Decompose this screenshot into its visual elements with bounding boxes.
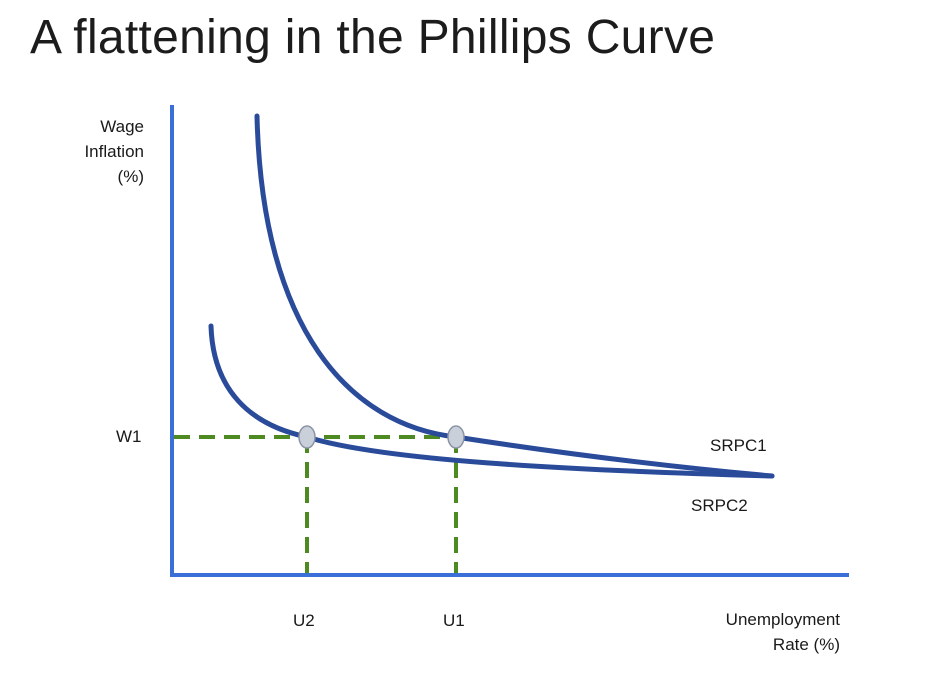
u2-label: U2	[293, 611, 315, 630]
srpc2-curve	[208, 323, 775, 479]
y-axis-label-line: (%)	[117, 167, 144, 186]
slide-title: A flattening in the Phillips Curve	[30, 11, 716, 64]
x-axis-label-line: Unemployment	[725, 610, 840, 629]
u1-w1-point	[447, 425, 465, 449]
u2-w1-point	[298, 425, 316, 449]
y-axis-label: Wage Inflation (%)	[40, 114, 144, 189]
srpc2-label: SRPC2	[691, 496, 748, 515]
srpc1-curve	[254, 113, 775, 479]
u1-label: U1	[443, 611, 465, 630]
y-axis-label-line: Wage	[100, 117, 144, 136]
y-axis-label-line: Inflation	[84, 142, 144, 161]
x-axis-label: Unemployment Rate (%)	[660, 607, 840, 657]
srpc1-label: SRPC1	[710, 436, 767, 455]
w1-label: W1	[116, 427, 142, 446]
x-axis-label-line: Rate (%)	[772, 635, 840, 654]
